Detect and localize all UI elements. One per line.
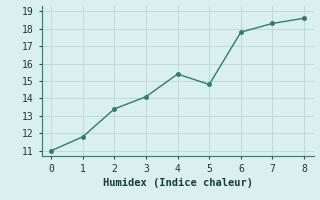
X-axis label: Humidex (Indice chaleur): Humidex (Indice chaleur): [103, 178, 252, 188]
